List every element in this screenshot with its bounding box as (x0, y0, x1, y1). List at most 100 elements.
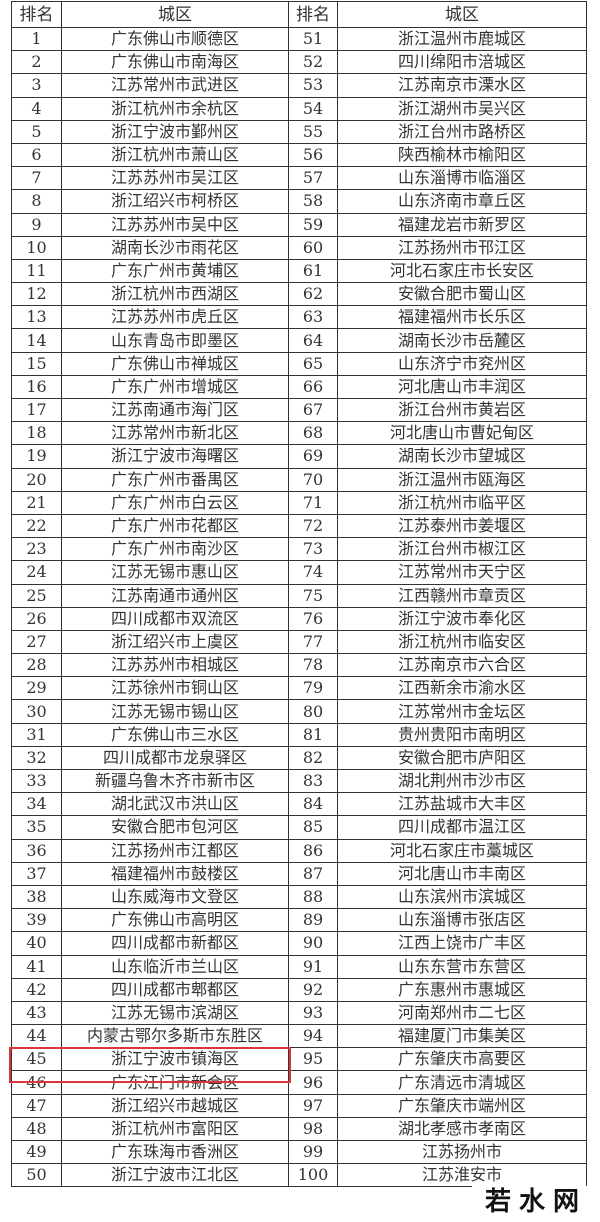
rank-cell-right: 70 (288, 467, 338, 492)
district-cell-left: 浙江宁波市鄞州区 (61, 119, 289, 144)
rank-cell-left: 8 (11, 189, 62, 214)
district-cell-left: 江苏苏州市吴江区 (61, 166, 289, 191)
rank-cell-left: 29 (11, 676, 62, 701)
table-row: 33 新疆乌鲁木齐市新市区 83 湖北荆州市沙市区 (11, 768, 587, 794)
table-row: 19 浙江宁波市海曙区 69 湖南长沙市望城区 (11, 444, 587, 469)
rank-cell-right: 85 (288, 815, 338, 840)
district-cell-left: 四川成都市龙泉驿区 (61, 745, 289, 771)
rank-cell-left: 5 (11, 119, 62, 144)
district-cell-right: 江苏南京市六合区 (337, 653, 587, 678)
table-row: 12 浙江杭州市西湖区 62 安徽合肥市蜀山区 (11, 282, 587, 307)
table-row: 25 江苏南通市通州区 75 江西赣州市章贡区 (11, 583, 587, 608)
district-cell-left: 山东临沂市兰山区 (61, 954, 289, 979)
rank-cell-right: 82 (288, 745, 338, 771)
district-cell-left: 山东威海市文登区 (61, 884, 289, 910)
rank-cell-right: 90 (288, 931, 338, 956)
rank-cell-left: 13 (11, 305, 62, 330)
rank-cell-left: 33 (11, 768, 62, 794)
rank-cell-left: 21 (11, 490, 62, 515)
district-cell-right: 山东淄博市张店区 (337, 908, 587, 933)
rank-cell-left: 42 (11, 977, 62, 1002)
table-row: 8 浙江绍兴市柯桥区 58 山东济南市章丘区 (11, 189, 587, 214)
rank-cell-right: 83 (288, 768, 338, 794)
rank-cell-left: 1 (11, 26, 62, 52)
table-row: 1 广东佛山市顺德区 51 浙江温州市鹿城区 (11, 26, 587, 52)
rank-cell-right: 96 (288, 1070, 338, 1095)
table-row: 45 浙江宁波市镇海区 95 广东肇庆市高要区 (11, 1047, 587, 1072)
rank-cell-right: 89 (288, 908, 338, 933)
district-cell-left: 广东广州市增城区 (61, 374, 289, 400)
district-cell-right: 浙江台州市椒江区 (337, 537, 587, 562)
rank-cell-right: 67 (288, 397, 338, 423)
rank-cell-left: 14 (11, 328, 62, 353)
table-row: 43 江苏无锡市滨湖区 93 河南郑州市二七区 (11, 1000, 587, 1026)
rank-cell-right: 76 (288, 606, 338, 631)
rank-cell-left: 12 (11, 282, 62, 307)
district-cell-right: 江苏淮安市 (337, 1163, 587, 1188)
district-cell-right: 湖南长沙市岳麓区 (337, 328, 587, 353)
rank-cell-left: 2 (11, 50, 62, 75)
district-cell-right: 福建龙岩市新罗区 (337, 212, 587, 237)
district-cell-left: 广东广州市黄埔区 (61, 258, 289, 284)
district-cell-right: 河北石家庄市藁城区 (337, 838, 587, 863)
rank-cell-left: 4 (11, 96, 62, 121)
table-row: 23 广东广州市南沙区 73 浙江台州市椒江区 (11, 537, 587, 562)
rank-cell-left: 34 (11, 792, 62, 817)
rank-cell-left: 15 (11, 351, 62, 376)
district-cell-right: 山东济宁市兖州区 (337, 351, 587, 376)
district-cell-right: 江西上饶市广丰区 (337, 931, 587, 956)
rank-cell-left: 25 (11, 583, 62, 608)
district-cell-left: 湖南长沙市雨花区 (61, 235, 289, 260)
district-cell-right: 陕西榆林市榆阳区 (337, 142, 587, 168)
district-cell-left: 广东佛山市高明区 (61, 908, 289, 933)
table-row: 9 江苏苏州市吴中区 59 福建龙岩市新罗区 (11, 212, 587, 237)
rank-cell-left: 47 (11, 1093, 62, 1118)
table-row: 41 山东临沂市兰山区 91 山东东营市东营区 (11, 954, 587, 979)
table-row: 15 广东佛山市禅城区 65 山东济宁市兖州区 (11, 351, 587, 376)
district-cell-left: 内蒙古鄂尔多斯市东胜区 (61, 1024, 289, 1049)
district-cell-right: 广东清远市清城区 (337, 1070, 587, 1095)
table-row: 44 内蒙古鄂尔多斯市东胜区 94 福建厦门市集美区 (11, 1024, 587, 1049)
table-row: 13 江苏苏州市虎丘区 63 福建福州市长乐区 (11, 305, 587, 330)
rank-cell-left: 50 (11, 1163, 62, 1188)
rank-cell-left: 27 (11, 629, 62, 655)
district-cell-right: 江西赣州市章贡区 (337, 583, 587, 608)
rank-cell-right: 61 (288, 258, 338, 284)
district-cell-right: 河北唐山市丰南区 (337, 861, 587, 886)
table-row: 49 广东珠海市香洲区 99 江苏扬州市 (11, 1139, 587, 1165)
table-row: 32 四川成都市龙泉驿区 82 安徽合肥市庐阳区 (11, 745, 587, 771)
district-cell-right: 广东肇庆市端州区 (337, 1093, 587, 1118)
rank-cell-left: 36 (11, 838, 62, 863)
table-row: 11 广东广州市黄埔区 61 河北石家庄市长安区 (11, 258, 587, 284)
rank-cell-right: 77 (288, 629, 338, 655)
rank-cell-left: 26 (11, 606, 62, 631)
district-cell-left: 广东珠海市香洲区 (61, 1139, 289, 1165)
district-cell-left: 浙江杭州市富阳区 (61, 1116, 289, 1142)
district-cell-right: 浙江温州市鹿城区 (337, 26, 587, 52)
district-cell-right: 山东东营市东营区 (337, 954, 587, 979)
rank-cell-left: 31 (11, 722, 62, 747)
district-cell-right: 江苏扬州市邗江区 (337, 235, 587, 260)
district-cell-left: 江苏无锡市滨湖区 (61, 1000, 289, 1026)
district-cell-right: 江苏扬州市 (337, 1139, 587, 1165)
table-row: 35 安徽合肥市包河区 85 四川成都市温江区 (11, 815, 587, 840)
rank-cell-right: 72 (288, 513, 338, 539)
district-cell-right: 浙江杭州市临平区 (337, 490, 587, 515)
district-cell-left: 广东广州市南沙区 (61, 537, 289, 562)
table-row: 24 江苏无锡市惠山区 74 江苏常州市天宁区 (11, 560, 587, 585)
district-cell-right: 安徽合肥市蜀山区 (337, 282, 587, 307)
rank-cell-right: 98 (288, 1116, 338, 1142)
table-row: 10 湖南长沙市雨花区 60 江苏扬州市邗江区 (11, 235, 587, 260)
table-row: 31 广东佛山市三水区 81 贵州贵阳市南明区 (11, 722, 587, 747)
table-row: 38 山东威海市文登区 88 山东滨州市滨城区 (11, 884, 587, 910)
district-cell-left: 广东广州市番禺区 (61, 467, 289, 492)
district-cell-left: 江苏苏州市吴中区 (61, 212, 289, 237)
rank-cell-right: 97 (288, 1093, 338, 1118)
district-cell-left: 山东青岛市即墨区 (61, 328, 289, 353)
rank-cell-right: 78 (288, 653, 338, 678)
rank-cell-right: 75 (288, 583, 338, 608)
rank-cell-left: 49 (11, 1139, 62, 1165)
district-cell-left: 广东佛山市三水区 (61, 722, 289, 747)
rank-cell-right: 51 (288, 26, 338, 52)
district-cell-left: 浙江绍兴市上虞区 (61, 629, 289, 655)
